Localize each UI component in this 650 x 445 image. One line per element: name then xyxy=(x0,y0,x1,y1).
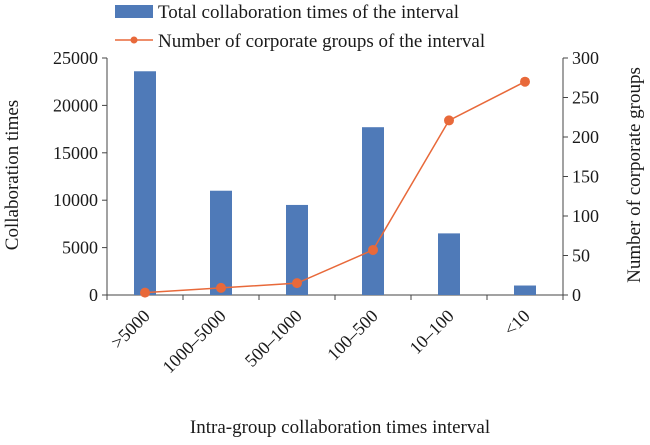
legend-bar-label: Total collaboration times of the interva… xyxy=(158,2,459,23)
x-tick-label: 500–1000 xyxy=(241,306,306,371)
y-axis-title: Collaboration times xyxy=(2,100,23,250)
x-tick-label: 10–100 xyxy=(406,306,458,358)
y2-tick-label: 250 xyxy=(572,88,599,108)
line-point xyxy=(368,244,378,255)
y-tick-label: 20000 xyxy=(53,95,98,115)
y2-tick-label: 0 xyxy=(572,285,581,305)
x-tick-label: 100–500 xyxy=(323,306,382,365)
legend-line-marker xyxy=(130,36,138,44)
bar xyxy=(210,190,232,295)
line-point xyxy=(292,278,302,289)
x-tick-label: <10 xyxy=(500,306,534,340)
bar xyxy=(134,71,156,295)
y2-tick-label: 300 xyxy=(572,48,599,68)
bar xyxy=(362,127,384,295)
plot-area: 0 5000 10000 15000 20000 25000 0 50 100 150 200 250… xyxy=(53,48,599,377)
legend-line-label: Number of corporate groups of the interv… xyxy=(158,31,485,52)
x-axis-title: Intra-group collaboration times interval xyxy=(190,417,490,438)
y-tick-label: 15000 xyxy=(53,143,98,163)
y2-tick-label: 200 xyxy=(572,127,599,147)
line-point xyxy=(216,282,226,293)
y2-tick-label: 50 xyxy=(572,246,590,266)
y-tick-label: 5000 xyxy=(62,238,98,258)
y2-tick-label: 150 xyxy=(572,167,599,187)
legend-bar-swatch xyxy=(115,5,153,18)
y2-tick-label: 100 xyxy=(572,206,599,226)
series-line xyxy=(144,81,526,294)
y-tick-label: 0 xyxy=(89,285,98,305)
line-point xyxy=(444,115,454,126)
y2-axis-title: Number of corporate groups xyxy=(624,67,645,283)
bar xyxy=(514,285,536,295)
y-tick-label: 25000 xyxy=(53,48,98,68)
bar xyxy=(286,204,308,295)
y-tick-label: 10000 xyxy=(53,190,98,210)
bar xyxy=(438,233,460,295)
x-tick-label: >5000 xyxy=(107,306,154,353)
legend: Total collaboration times of the interva… xyxy=(115,2,485,52)
x-tick-label: 1000–5000 xyxy=(158,306,229,377)
line-point xyxy=(140,287,150,298)
line-point xyxy=(520,76,530,87)
